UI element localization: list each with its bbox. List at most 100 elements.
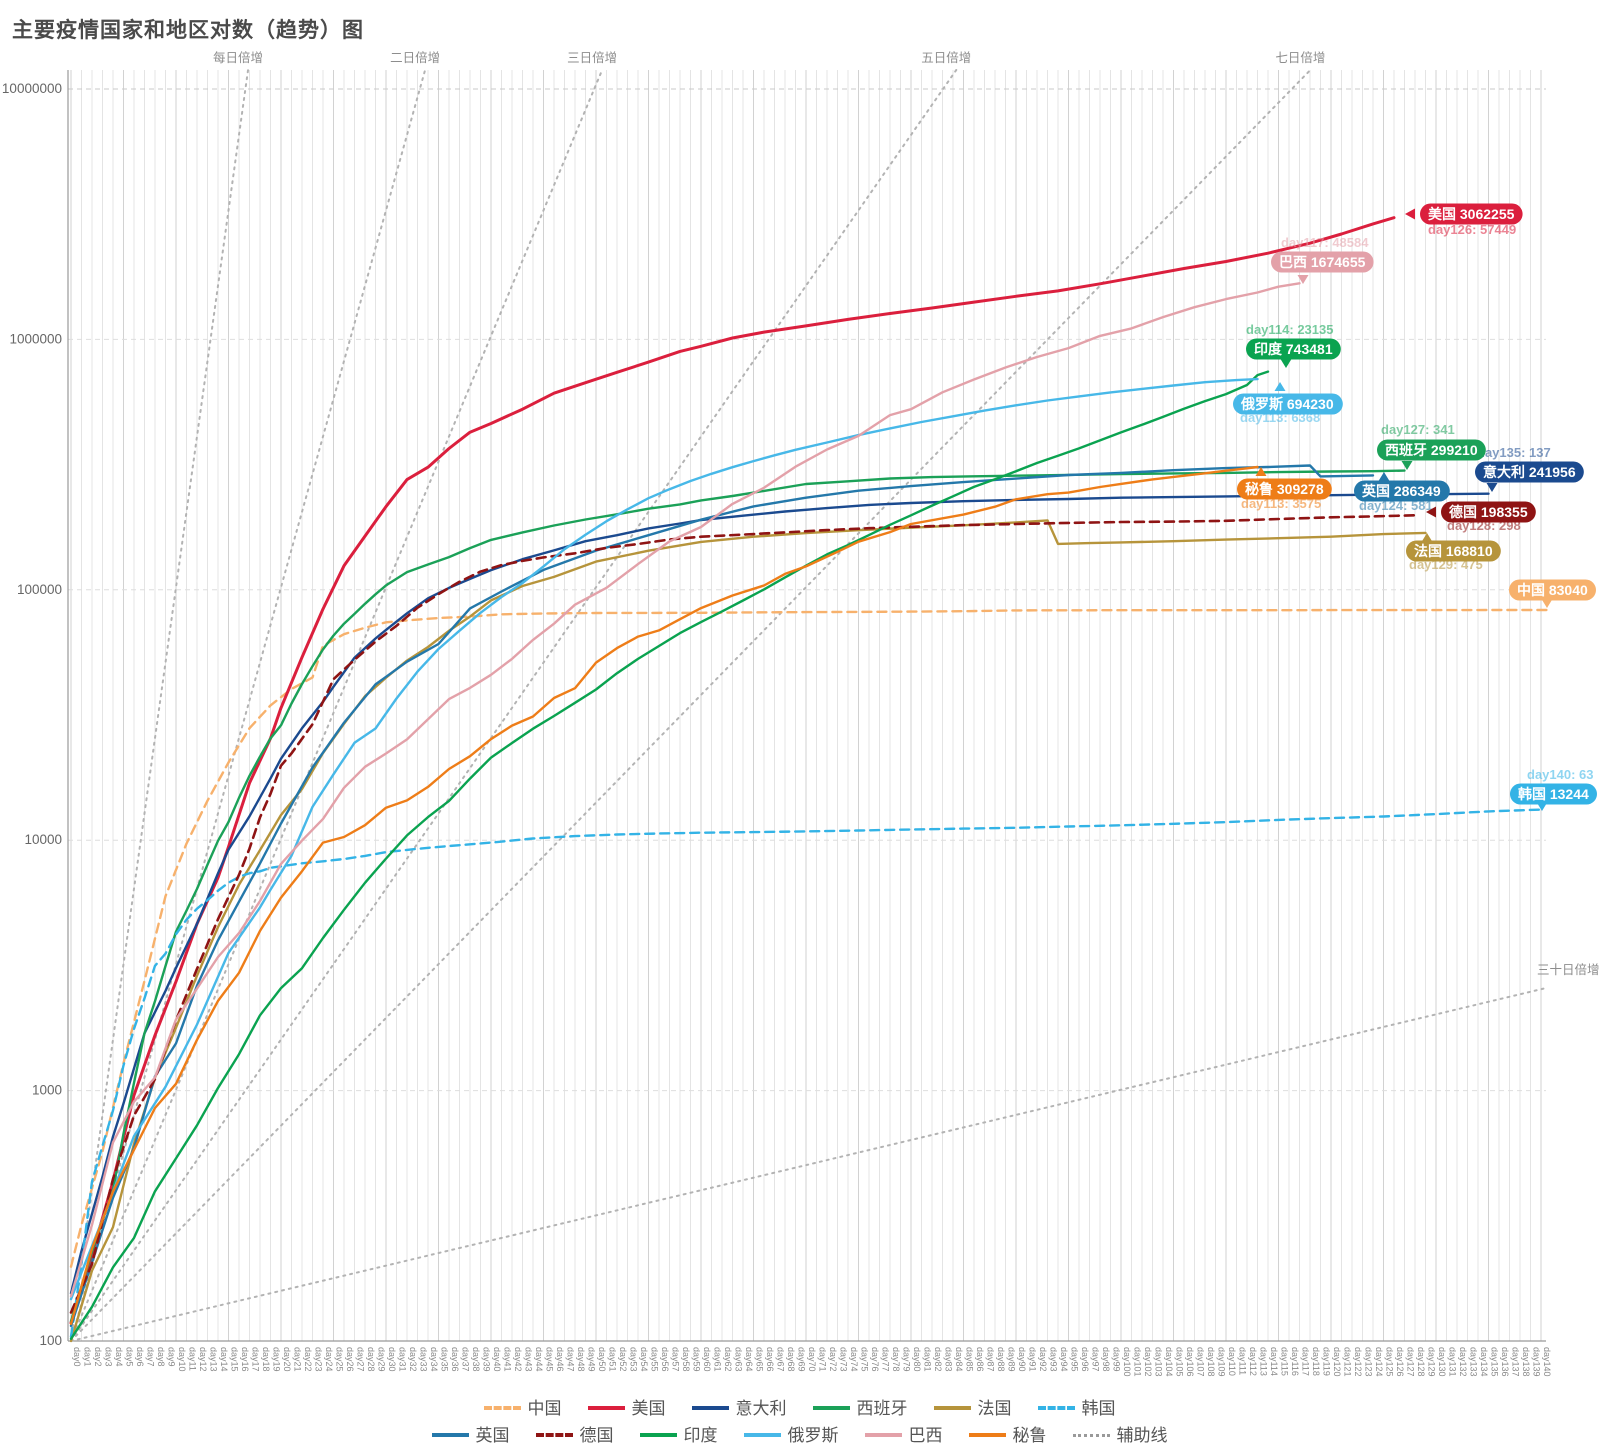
x-tick-label: day136 xyxy=(1500,1347,1510,1377)
x-tick-label: day56 xyxy=(660,1347,670,1372)
x-tick-label: day92 xyxy=(1038,1347,1048,1372)
x-tick-label: day73 xyxy=(839,1347,849,1372)
x-tick-label: day7 xyxy=(146,1347,156,1367)
x-tick-label: day19 xyxy=(272,1347,282,1372)
x-tick-label: day53 xyxy=(629,1347,639,1372)
aux-line-5d xyxy=(70,69,958,1342)
x-tick-label: day100 xyxy=(1122,1347,1132,1377)
annotation-brazil: 巴西 1674655 day117: 48584 xyxy=(1271,235,1374,284)
x-tick-label: day48 xyxy=(576,1347,586,1372)
x-tick-label: day78 xyxy=(891,1347,901,1372)
x-tick-label: day16 xyxy=(240,1347,250,1372)
legend-row-1: 中国 美国 意大利 西班牙 法国 韩国 xyxy=(0,1392,1599,1419)
grid xyxy=(68,70,1546,1341)
x-tick-label: day98 xyxy=(1101,1347,1111,1372)
legend-item-italy[interactable]: 意大利 xyxy=(691,1395,787,1422)
x-tick-label: day110 xyxy=(1227,1347,1237,1376)
legend-row-2: 英国 德国 印度 俄罗斯 巴西 秘鲁 辅助线 xyxy=(0,1419,1599,1446)
annotation-badge-us xyxy=(1420,203,1523,225)
annotation-text-uk: 英国 286349 xyxy=(1361,483,1441,499)
legend-item-spain[interactable]: 西班牙 xyxy=(812,1395,908,1422)
x-tick-label: day67 xyxy=(776,1347,786,1372)
x-tick-label: day80 xyxy=(912,1347,922,1372)
aux-line-1d xyxy=(70,69,250,1342)
x-tick-label: day8 xyxy=(156,1347,166,1367)
legend-swatch-russia xyxy=(743,1433,781,1437)
legend-item-germany[interactable]: 德国 xyxy=(535,1422,614,1449)
annotation-sub-korea: day140: 63 xyxy=(1527,767,1594,782)
x-tick-label: day26 xyxy=(345,1347,355,1372)
x-tick-label: day0 xyxy=(72,1347,82,1367)
x-tick-label: day119 xyxy=(1322,1347,1332,1376)
x-tick-label: day75 xyxy=(860,1347,870,1372)
legend-swatch-us xyxy=(587,1406,625,1410)
legend-item-korea[interactable]: 韩国 xyxy=(1037,1395,1116,1422)
x-tick-label: day54 xyxy=(639,1347,649,1372)
annotation-badge-uk xyxy=(1354,480,1450,502)
annotation-pointer-brazil xyxy=(1297,275,1309,284)
x-tick-label: day127 xyxy=(1406,1347,1416,1377)
legend-item-russia[interactable]: 俄罗斯 xyxy=(743,1422,839,1449)
legend-item-india[interactable]: 印度 xyxy=(639,1422,718,1449)
aux-label: 二日倍增 xyxy=(390,50,440,65)
x-tick-label: day125 xyxy=(1385,1347,1395,1377)
x-tick-label: day128 xyxy=(1416,1347,1426,1377)
y-tick-label: 10000 xyxy=(24,832,62,847)
legend-label-spain: 西班牙 xyxy=(856,1398,908,1418)
x-tick-label: day104 xyxy=(1164,1347,1174,1377)
x-tick-label: day4 xyxy=(114,1347,124,1367)
x-tick-label: day31 xyxy=(398,1347,408,1372)
x-tick-label: day85 xyxy=(965,1347,975,1372)
legend-item-brazil[interactable]: 巴西 xyxy=(864,1422,943,1449)
annotation-text-spain: 西班牙 299210 xyxy=(1385,442,1478,458)
legend-item-uk[interactable]: 英国 xyxy=(431,1422,510,1449)
legend-swatch-germany xyxy=(535,1433,573,1437)
annotation-sub-italy: day135: 137 xyxy=(1477,445,1551,460)
x-tick-label: day66 xyxy=(765,1347,775,1372)
x-tick-label: day62 xyxy=(723,1347,733,1372)
x-tick-label: day69 xyxy=(797,1347,807,1372)
x-tick-label: day106 xyxy=(1185,1347,1195,1377)
x-tick-label: day70 xyxy=(807,1347,817,1372)
annotation-text-italy: 意大利 241956 xyxy=(1483,464,1576,480)
series-line-france xyxy=(69,519,1427,1343)
annotation-pointer-peru xyxy=(1255,467,1267,476)
x-tick-label: day71 xyxy=(818,1347,828,1372)
legend-swatch-peru xyxy=(968,1433,1006,1437)
annotation-badge-peru xyxy=(1237,478,1332,500)
legend-item-peru[interactable]: 秘鲁 xyxy=(968,1422,1047,1449)
legend-swatch-spain xyxy=(812,1406,850,1410)
annotation-text-korea: 韩国 13244 xyxy=(1518,786,1589,802)
legend-swatch-aux xyxy=(1072,1434,1110,1437)
x-tick-label: day6 xyxy=(135,1347,145,1367)
annotation-sub-spain: day127: 341 xyxy=(1381,422,1455,437)
x-tick-label: day79 xyxy=(902,1347,912,1372)
y-tick-label: 1000000 xyxy=(9,331,62,346)
legend-item-aux[interactable]: 辅助线 xyxy=(1072,1422,1168,1449)
series-line-russia xyxy=(69,377,1259,1301)
x-tick-label: day124 xyxy=(1374,1347,1384,1377)
aux-line-2d xyxy=(70,69,427,1342)
x-tick-label: day82 xyxy=(933,1347,943,1372)
aux-label: 五日倍增 xyxy=(921,50,971,65)
series-line-italy xyxy=(69,492,1490,1295)
x-tick-label: day117 xyxy=(1301,1347,1311,1376)
x-tick-label: day120 xyxy=(1332,1347,1342,1377)
x-tick-label: day97 xyxy=(1091,1347,1101,1372)
annotation-sub-brazil: day117: 48584 xyxy=(1281,235,1369,250)
legend-item-france[interactable]: 法国 xyxy=(933,1395,1012,1422)
x-tick-label: day139 xyxy=(1532,1347,1542,1377)
legend-item-us[interactable]: 美国 xyxy=(587,1395,666,1422)
x-tick-label: day11 xyxy=(188,1347,198,1371)
legend-swatch-india xyxy=(639,1433,677,1437)
x-tick-label: day35 xyxy=(440,1347,450,1372)
legend-item-china[interactable]: 中国 xyxy=(483,1395,562,1422)
x-tick-label: day96 xyxy=(1080,1347,1090,1372)
legend-label-brazil: 巴西 xyxy=(908,1425,943,1445)
annotation-text-germany: 德国 198355 xyxy=(1449,504,1528,520)
x-tick-label: day65 xyxy=(755,1347,765,1372)
legend-label-russia: 俄罗斯 xyxy=(787,1425,839,1445)
aux-label: 七日倍增 xyxy=(1275,50,1325,65)
